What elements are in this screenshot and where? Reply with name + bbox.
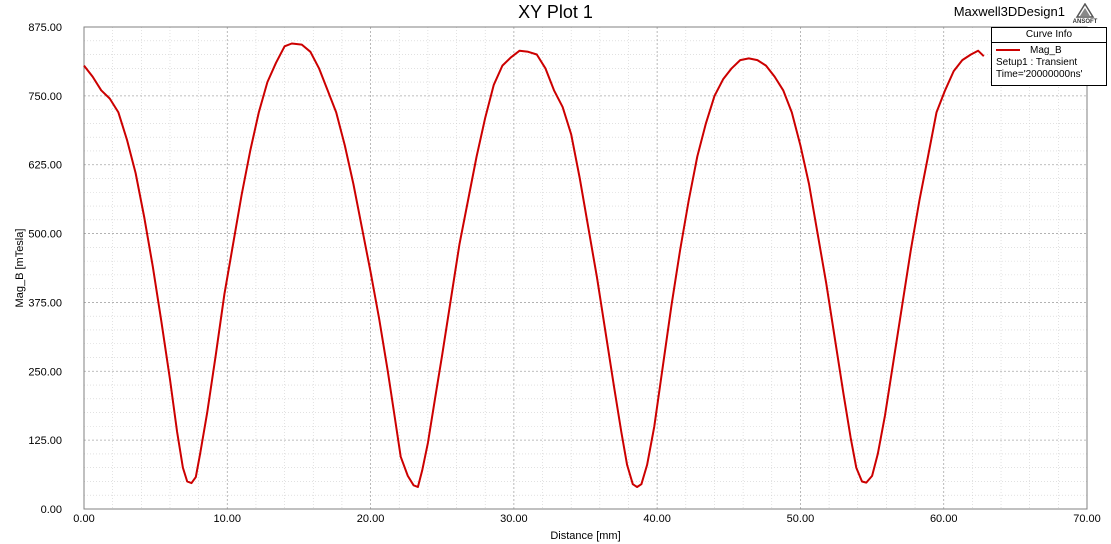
logo-text: ANSOFT bbox=[1072, 19, 1098, 25]
y-tick-label: 875.00 bbox=[28, 22, 62, 34]
y-tick-label: 500.00 bbox=[28, 229, 62, 241]
plot-frame bbox=[83, 26, 1088, 510]
y-tick-label: 125.00 bbox=[28, 435, 62, 447]
chart-title: XY Plot 1 bbox=[518, 2, 593, 22]
x-tick-label: 30.00 bbox=[500, 513, 528, 525]
x-tick-label: 10.00 bbox=[214, 513, 242, 525]
y-tick-label: 375.00 bbox=[28, 297, 62, 309]
x-tick-label: 20.00 bbox=[357, 513, 385, 525]
x-axis-label: Distance [mm] bbox=[550, 530, 620, 542]
y-tick-label: 750.00 bbox=[28, 91, 62, 103]
y-axis-label: Mag_B [mTesla] bbox=[14, 229, 26, 308]
legend-series-name: Mag_B bbox=[1030, 44, 1062, 56]
legend-entry[interactable]: Mag_B bbox=[992, 43, 1106, 57]
legend-title: Curve Info bbox=[992, 28, 1106, 43]
x-tick-label: 70.00 bbox=[1073, 513, 1101, 525]
y-tick-label: 625.00 bbox=[28, 160, 62, 172]
x-tick-label: 50.00 bbox=[787, 513, 815, 525]
design-name: Maxwell3DDesign1 bbox=[953, 4, 1065, 19]
series-line-mag-b bbox=[83, 42, 985, 488]
y-tick-label: 0.00 bbox=[41, 504, 62, 516]
legend-setup: Setup1 : Transient bbox=[996, 57, 1078, 68]
legend-swatch bbox=[996, 49, 1020, 51]
y-tick-label: 250.00 bbox=[28, 366, 62, 378]
x-tick-label: 0.00 bbox=[73, 513, 94, 525]
curve-info-legend[interactable]: Curve Info Mag_B Setup1 : Transient Time… bbox=[991, 27, 1107, 86]
ansoft-logo-icon: ANSOFT bbox=[1071, 2, 1099, 25]
x-tick-label: 40.00 bbox=[643, 513, 671, 525]
x-tick-label: 60.00 bbox=[930, 513, 958, 525]
legend-time: Time='20000000ns' bbox=[996, 69, 1083, 80]
